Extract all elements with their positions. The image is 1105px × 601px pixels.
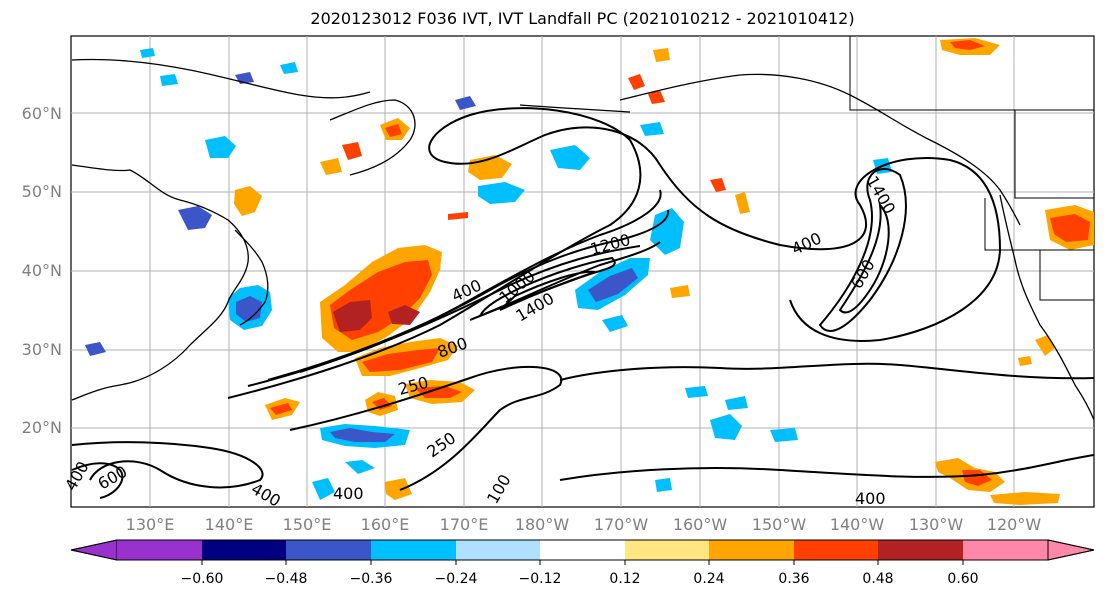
- map-title: 2020123012 F036 IVT, IVT Landfall PC (20…: [310, 9, 855, 28]
- contour-outer-jet: [227, 107, 1002, 399]
- colorbar-segment-8: [709, 540, 794, 560]
- colorbar-tick-label: 0.12: [609, 571, 641, 587]
- lat-label-40n: 40°N: [21, 261, 62, 280]
- lon-label-160e: 160°E: [360, 515, 410, 534]
- lon-label-140w: 140°W: [829, 515, 885, 534]
- lat-label-60n: 60°N: [21, 104, 62, 123]
- contour-label-400-south: 400: [333, 484, 364, 503]
- contour-label-400-east: 400: [855, 489, 886, 508]
- anomaly-blob-west-pacific-max: [333, 300, 372, 332]
- lon-label-150e: 150°E: [282, 515, 332, 534]
- colorbar-max-extend: [1047, 539, 1095, 561]
- lon-label-150w: 150°W: [751, 515, 807, 534]
- contour-south-400-west: [71, 441, 264, 489]
- colorbar-segment-3: [286, 540, 371, 560]
- colorbar-tick-label: −0.12: [518, 571, 562, 587]
- lon-label-170e: 170°E: [439, 515, 489, 534]
- lon-label-170w: 170°W: [593, 515, 649, 534]
- contour-core-2: [499, 270, 596, 311]
- colorbar-tick-label: −0.60: [180, 571, 224, 587]
- colorbar-segment-7: [625, 540, 709, 560]
- contour-ne-loop-outer: [818, 168, 907, 332]
- coast-japan: [234, 229, 269, 326]
- coast-aleutians: [519, 104, 631, 113]
- colorbar-segment-6: [540, 540, 625, 560]
- colorbar-outline: [70, 539, 1095, 561]
- negative-anomalies: [85, 48, 892, 500]
- colorbar-tick-label: −0.24: [434, 571, 478, 587]
- contour-mid-400: [559, 362, 1095, 381]
- colorbar-segment-4: [371, 540, 456, 560]
- colorbar-min-extend: [70, 539, 118, 561]
- lon-label-130e: 130°E: [125, 515, 175, 534]
- political-borders: [849, 36, 1094, 301]
- colorbar-segment-10: [878, 540, 963, 560]
- contour-south-400-east: [559, 454, 1095, 481]
- lat-label-30n: 30°N: [21, 340, 62, 359]
- colorbar-segment-1: [117, 540, 202, 560]
- lon-label-140e: 140°E: [204, 515, 254, 534]
- lat-label-50n: 50°N: [21, 182, 62, 201]
- lon-label-120w: 120°W: [986, 515, 1042, 534]
- colorbar-tick-label: 0.36: [778, 571, 810, 587]
- ivt-contours: [71, 107, 1095, 499]
- lon-label-130w: 130°W: [908, 515, 964, 534]
- coast-north-america-west: [999, 194, 1095, 421]
- colorbar-segment-9: [794, 540, 878, 560]
- colorbar-segment-11: [963, 540, 1048, 560]
- colorbar: [70, 539, 1095, 565]
- contour-south-250: [289, 365, 563, 491]
- colorbar-tick-label: −0.48: [264, 571, 308, 587]
- colorbar-segment-5: [456, 540, 540, 560]
- colorbar-tick-label: 0.48: [862, 571, 894, 587]
- contour-inner-jet-2: [267, 209, 670, 381]
- lon-label-180w: 180°W: [514, 515, 570, 534]
- contour-ne-loop-inner: [838, 202, 890, 314]
- contour-sw-600: [71, 462, 124, 499]
- colorbar-tick-label: −0.36: [349, 571, 393, 587]
- contour-inner-jet-3: [299, 245, 641, 373]
- coast-east-asia: [71, 164, 249, 401]
- coast-siberia: [71, 58, 371, 99]
- lon-label-160w: 160°W: [672, 515, 728, 534]
- colorbar-tick-label: 0.60: [947, 571, 979, 587]
- colorbar-tick-label: 0.24: [693, 571, 725, 587]
- coast-alaska: [619, 73, 1021, 226]
- coastlines: [71, 58, 1095, 421]
- colorbar-segment-2: [202, 540, 286, 560]
- lat-label-20n: 20°N: [21, 418, 62, 437]
- coast-kamchatka: [329, 99, 416, 176]
